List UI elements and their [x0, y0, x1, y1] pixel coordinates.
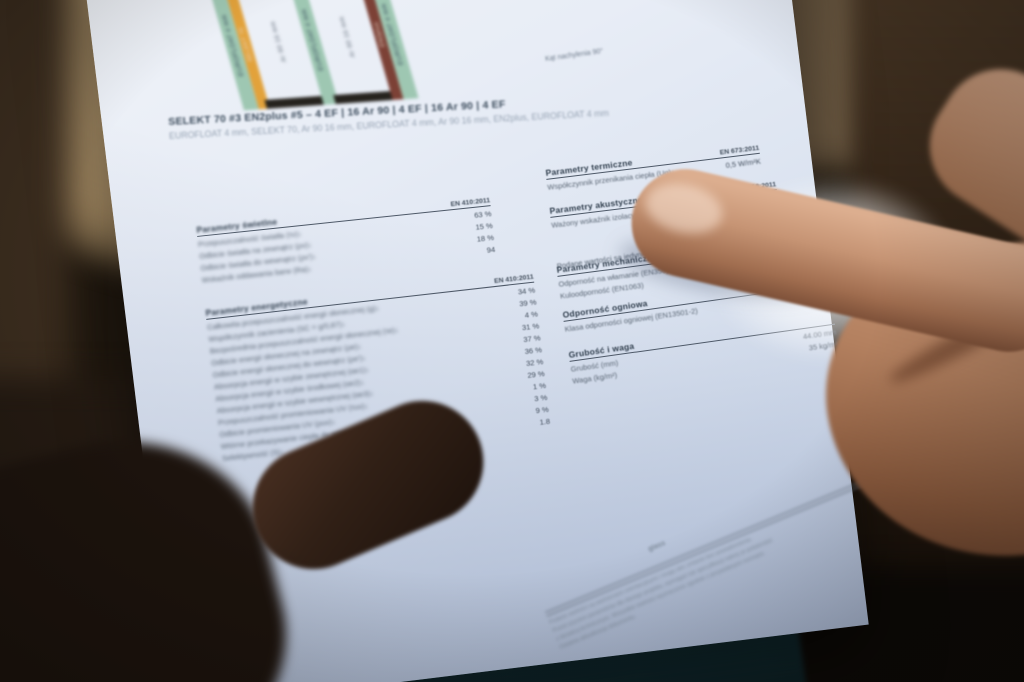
section-norm: EN 410:2011 [493, 273, 535, 286]
section-norm: EN 410:2011 [450, 197, 491, 209]
row-value: 1.8 [539, 416, 551, 427]
section-norm: EN 673:2011 [719, 144, 760, 157]
glazing-layer-label: Ar 90 16 mm [337, 16, 357, 58]
row-value: 94 [486, 244, 496, 255]
glazing-layer-label: Ar 90 16 mm [268, 21, 288, 63]
background-shadow-left [0, 0, 70, 400]
